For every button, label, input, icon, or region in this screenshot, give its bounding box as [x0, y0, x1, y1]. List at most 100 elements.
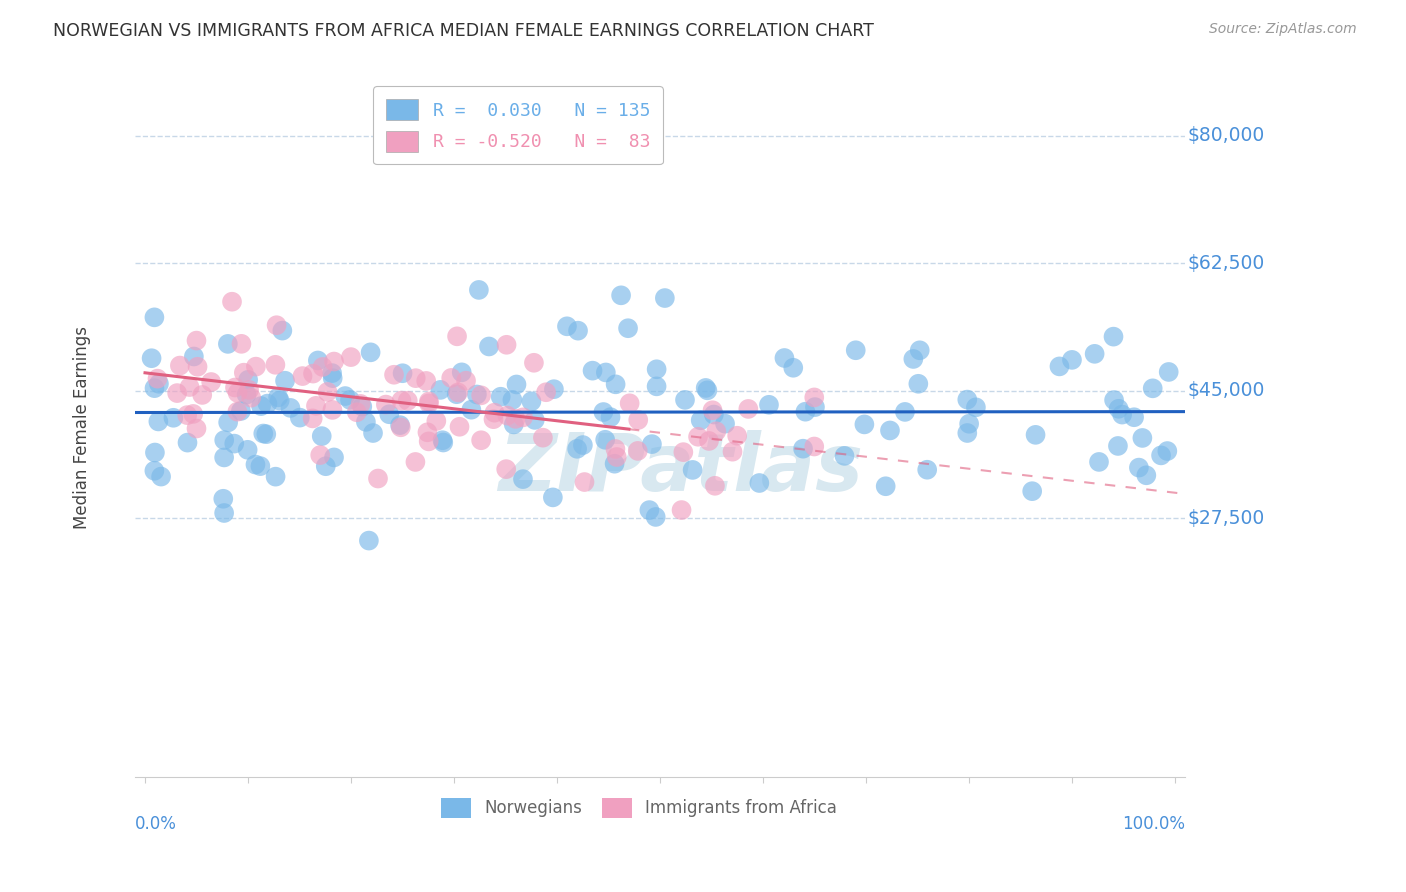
Point	[389, 418, 412, 433]
Point	[340, 350, 363, 364]
Point	[1107, 439, 1129, 453]
Point	[644, 510, 666, 524]
Point	[186, 334, 208, 348]
Point	[418, 396, 440, 410]
Point	[470, 434, 492, 448]
Point	[627, 443, 650, 458]
Point	[267, 390, 290, 404]
Point	[256, 396, 278, 410]
Point	[254, 427, 277, 442]
Point	[748, 475, 770, 490]
Text: $62,500: $62,500	[1187, 253, 1264, 273]
Point	[792, 442, 814, 456]
Point	[416, 425, 439, 440]
Point	[627, 413, 650, 427]
Point	[1108, 401, 1130, 416]
Point	[224, 380, 246, 394]
Point	[565, 442, 588, 456]
Point	[249, 459, 271, 474]
Point	[323, 450, 346, 465]
Point	[305, 399, 328, 413]
Point	[484, 406, 506, 420]
Point	[315, 459, 337, 474]
Point	[671, 503, 693, 517]
Point	[606, 450, 628, 464]
Point	[252, 426, 274, 441]
Point	[245, 359, 267, 374]
Point	[186, 421, 208, 435]
Point	[322, 371, 344, 385]
Point	[1102, 392, 1125, 407]
Point	[520, 394, 543, 409]
Point	[638, 503, 661, 517]
Point	[187, 359, 209, 374]
Point	[231, 336, 253, 351]
Point	[169, 359, 191, 373]
Point	[389, 420, 412, 434]
Point	[212, 506, 235, 520]
Point	[903, 351, 925, 366]
Point	[425, 414, 447, 428]
Point	[447, 385, 470, 400]
Point	[245, 458, 267, 472]
Point	[704, 425, 727, 439]
Point	[489, 390, 512, 404]
Point	[714, 417, 737, 431]
Point	[512, 472, 534, 486]
Point	[302, 367, 325, 381]
Point	[291, 369, 314, 384]
Point	[354, 415, 377, 429]
Point	[321, 403, 343, 417]
Point	[695, 381, 717, 395]
Point	[450, 365, 472, 379]
Text: Median Female Earnings: Median Female Earnings	[73, 326, 91, 529]
Point	[357, 533, 380, 548]
Point	[349, 397, 371, 411]
Text: $80,000: $80,000	[1187, 126, 1264, 145]
Point	[853, 417, 876, 432]
Point	[567, 324, 589, 338]
Point	[1123, 410, 1146, 425]
Point	[269, 393, 291, 408]
Point	[502, 417, 524, 432]
Point	[143, 464, 166, 478]
Point	[495, 462, 517, 476]
Point	[449, 419, 471, 434]
Point	[1132, 431, 1154, 445]
Point	[143, 381, 166, 395]
Point	[418, 434, 440, 449]
Point	[200, 375, 222, 389]
Point	[217, 415, 239, 429]
Point	[703, 408, 725, 422]
Point	[316, 384, 339, 399]
Point	[221, 294, 243, 309]
Point	[696, 384, 718, 398]
Point	[301, 411, 323, 425]
Point	[782, 360, 804, 375]
Point	[482, 412, 505, 426]
Point	[236, 373, 259, 387]
Point	[321, 366, 343, 380]
Point	[235, 387, 257, 401]
Point	[191, 388, 214, 402]
Point	[915, 463, 938, 477]
Point	[523, 413, 546, 427]
Point	[346, 405, 368, 419]
Point	[335, 389, 357, 403]
Point	[574, 475, 596, 489]
Point	[531, 431, 554, 445]
Point	[496, 409, 519, 423]
Point	[432, 435, 454, 450]
Point	[460, 402, 482, 417]
Point	[505, 412, 527, 426]
Point	[721, 444, 744, 458]
Point	[907, 376, 929, 391]
Point	[271, 324, 294, 338]
Point	[266, 318, 288, 333]
Point	[143, 310, 166, 325]
Point	[1102, 329, 1125, 343]
Point	[875, 479, 897, 493]
Point	[965, 401, 987, 415]
Point	[593, 433, 616, 447]
Text: ZIPatlas: ZIPatlas	[498, 430, 863, 508]
